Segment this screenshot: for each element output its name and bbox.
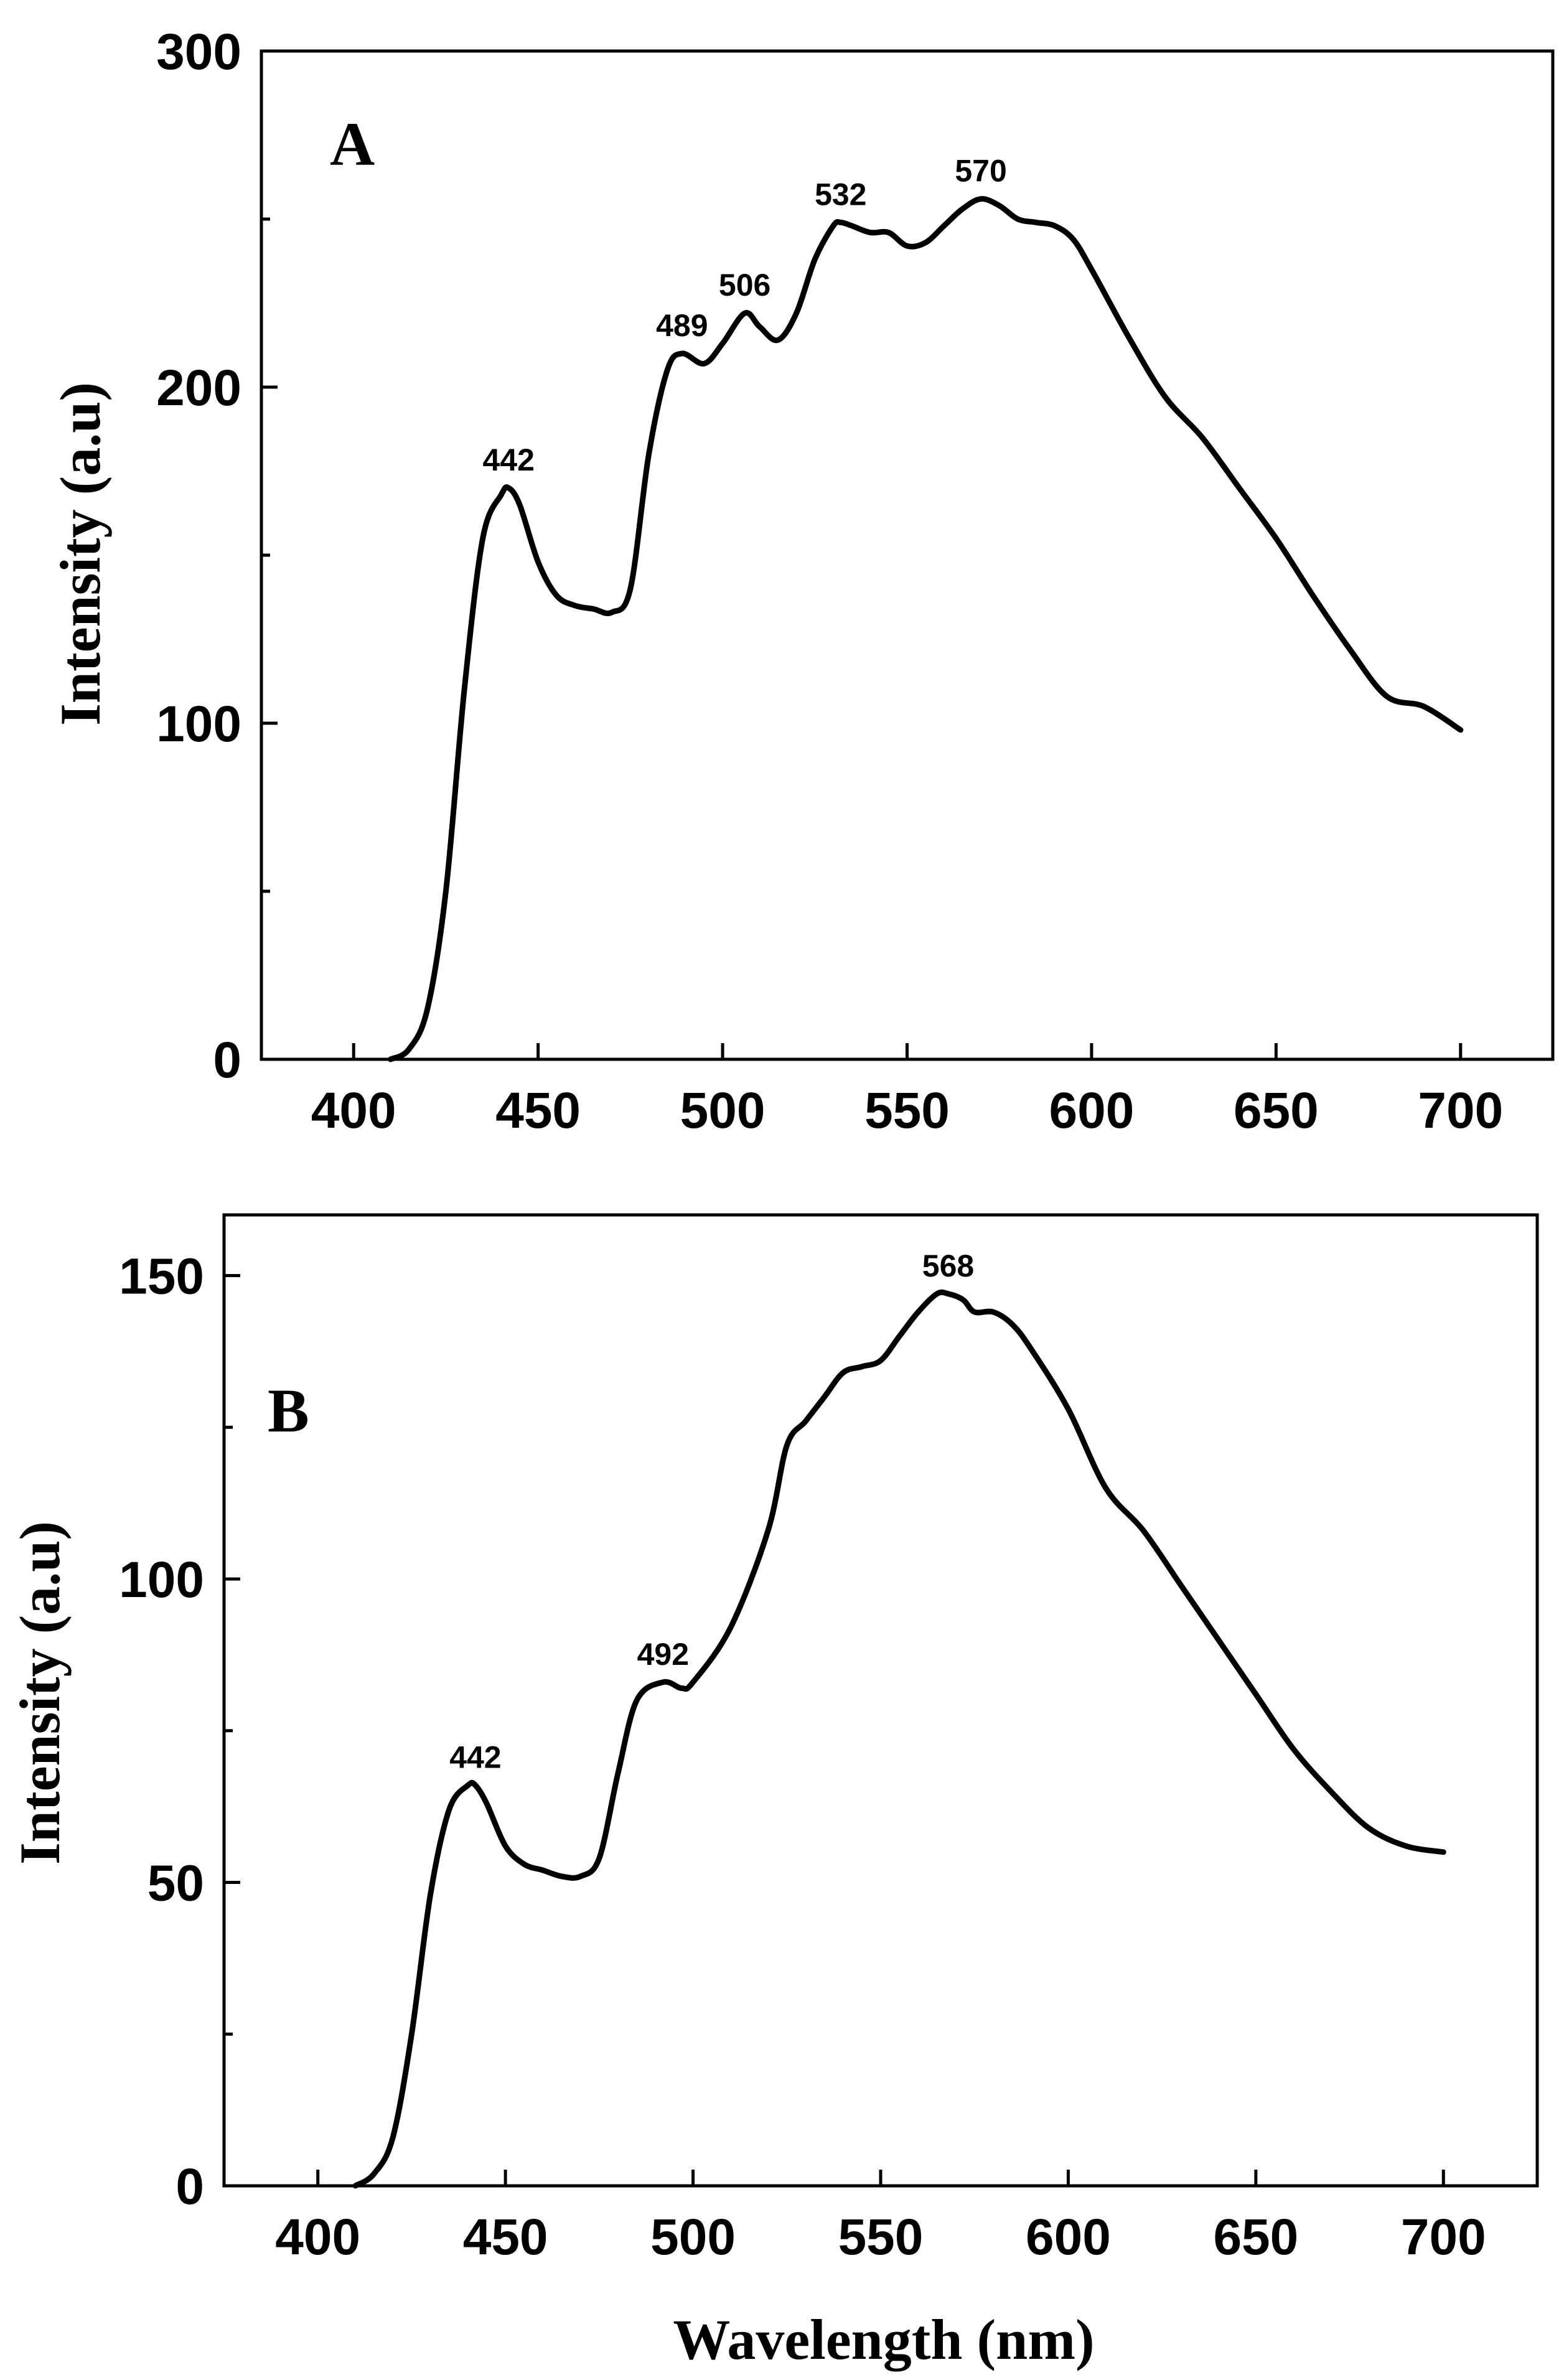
- y-tick-label-200: 200: [156, 360, 241, 416]
- panel-b-x-axis-label: Wavelength (nm): [673, 2308, 1094, 2371]
- panel-b-series-line: [352, 1289, 1446, 2189]
- y-tick-label-300: 300: [156, 24, 241, 80]
- y-tick-label-100: 100: [119, 1552, 204, 1608]
- peak-label-570: 570: [955, 154, 1006, 189]
- x-tick-label-450: 450: [495, 1082, 581, 1139]
- x-tick-label-400: 400: [275, 2209, 360, 2265]
- panel-b-chart: B Intensity (a.u) Wavelength (nm) 400 450…: [8, 1213, 1539, 2371]
- panel-a-label: A: [330, 110, 375, 179]
- x-tick-label-400: 400: [311, 1082, 396, 1139]
- peak-label-492: 492: [637, 1637, 689, 1672]
- panel-b-y-ticks: 0 50 100 150: [119, 1249, 240, 2215]
- x-tick-label-650: 650: [1234, 1082, 1319, 1139]
- panel-b-x-ticks: 400 450 500 550 600 650 700: [275, 2170, 1486, 2265]
- panel-a-y-ticks: 0 100 200 300: [156, 24, 278, 1089]
- panel-a-chart: A Intensity (a.u) 400 450 500 550 600 650 700 …: [49, 24, 1555, 1139]
- y-tick-label-0: 0: [213, 1032, 241, 1089]
- x-tick-label-550: 550: [864, 1082, 950, 1139]
- panel-a-frame: [260, 49, 1555, 1061]
- x-tick-label-650: 650: [1213, 2209, 1298, 2265]
- panel-a-y-axis-label: Intensity (a.u): [49, 382, 112, 726]
- x-tick-label-600: 600: [1026, 2209, 1111, 2265]
- x-tick-label-500: 500: [650, 2209, 736, 2265]
- x-tick-label-450: 450: [463, 2209, 548, 2265]
- panel-a-x-ticks: 400 450 500 550 600 650 700: [311, 1043, 1503, 1139]
- x-tick-label-700: 700: [1401, 2209, 1486, 2265]
- x-tick-label-600: 600: [1049, 1082, 1135, 1139]
- x-tick-label-700: 700: [1418, 1082, 1503, 1139]
- x-tick-label-550: 550: [838, 2209, 924, 2265]
- panel-b-peak-labels: 442 492 568: [449, 1249, 974, 1775]
- peak-label-442: 442: [449, 1740, 501, 1775]
- peak-label-489: 489: [656, 308, 708, 343]
- peak-label-532: 532: [815, 177, 866, 212]
- panel-a-series-line: [388, 196, 1464, 1062]
- y-tick-label-50: 50: [148, 1855, 204, 1912]
- peak-label-568: 568: [922, 1249, 974, 1283]
- y-tick-label-100: 100: [156, 696, 241, 752]
- y-tick-label-0: 0: [176, 2158, 204, 2215]
- peak-label-506: 506: [719, 268, 770, 302]
- y-tick-label-150: 150: [119, 1249, 204, 1305]
- peak-label-442: 442: [482, 443, 534, 477]
- panel-b-y-axis-label: Intensity (a.u): [8, 1521, 72, 1865]
- x-tick-label-500: 500: [680, 1082, 766, 1139]
- panel-b-label: B: [268, 1376, 309, 1445]
- panel-a-peak-labels: 442 489 506 532 570: [482, 154, 1006, 477]
